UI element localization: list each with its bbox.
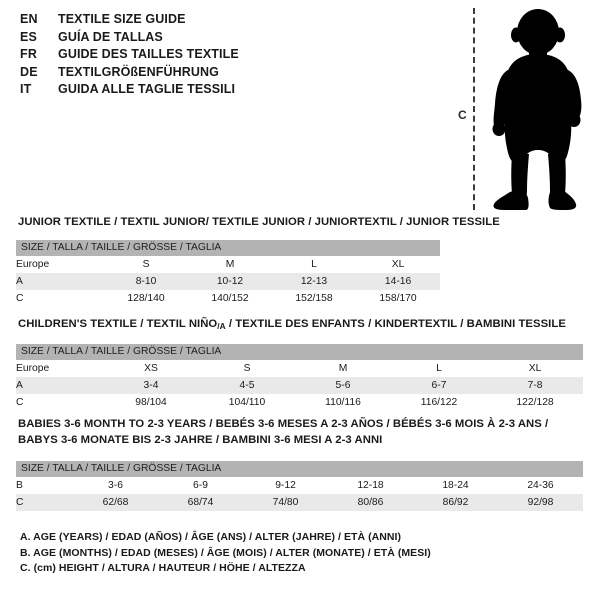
junior-cell: 10-12 — [188, 273, 272, 290]
junior-cell: 128/140 — [104, 290, 188, 307]
children-row-label: C — [16, 394, 103, 411]
language-title: GUIDA ALLE TAGLIE TESSILI — [58, 82, 236, 96]
language-row: DE TEXTILGRÖßENFÜHRUNG — [20, 65, 420, 83]
language-code: DE — [20, 64, 38, 79]
children-size-header: S — [199, 360, 295, 377]
children-region-label: Europe — [16, 360, 103, 377]
language-row: IT GUIDA ALLE TAGLIE TESSILI — [20, 82, 420, 100]
babies-cell: 74/80 — [243, 494, 328, 511]
junior-size-header: S — [104, 256, 188, 273]
children-table-header-row: Europe XS S M L XL — [16, 360, 584, 377]
junior-cell: 8-10 — [104, 273, 188, 290]
language-code: EN — [20, 12, 38, 26]
children-size-header: XL — [487, 360, 584, 377]
height-illustration: C — [440, 4, 600, 214]
children-table-bar-row: SIZE / TALLA / TAILLE / GRÖSSE / TAGLIA — [16, 344, 584, 360]
children-size-header: M — [295, 360, 391, 377]
babies-section-heading: BABIES 3-6 MONTH TO 2-3 YEARS / BEBÉS 3-… — [18, 418, 548, 446]
language-code: IT — [20, 82, 32, 96]
children-heading-prefix: CHILDREN'S TEXTILE / TEXTIL NIÑO — [18, 318, 218, 330]
junior-section-heading: JUNIOR TEXTILE / TEXTIL JUNIOR/ TEXTILE … — [18, 216, 500, 228]
junior-bar-label: SIZE / TALLA / TAILLE / GRÖSSE / TAGLIA — [16, 240, 441, 256]
junior-size-table: SIZE / TALLA / TAILLE / GRÖSSE / TAGLIA … — [16, 240, 441, 307]
legend-line-a: A. AGE (YEARS) / EDAD (AÑOS) / ÂGE (ANS)… — [20, 531, 402, 543]
children-size-header: XS — [103, 360, 199, 377]
babies-cell: 18-24 — [413, 477, 498, 494]
children-cell: 122/128 — [487, 394, 584, 411]
children-cell: 116/122 — [391, 394, 487, 411]
babies-cell: 68/74 — [158, 494, 243, 511]
language-title: GUÍA DE TALLAS — [58, 29, 163, 44]
junior-size-header: XL — [356, 256, 441, 273]
babies-cell: 12-18 — [328, 477, 413, 494]
babies-cell: 62/68 — [73, 494, 158, 511]
babies-heading-line-1: BABIES 3-6 MONTH TO 2-3 YEARS / BEBÉS 3-… — [18, 418, 549, 430]
babies-cell: 3-6 — [73, 477, 158, 494]
junior-row-label: A — [16, 273, 104, 290]
children-heading-suffix: / TEXTILE DES ENFANTS / KINDERTEXTIL / B… — [225, 318, 566, 330]
language-title: TEXTILE SIZE GUIDE — [58, 12, 186, 26]
babies-cell: 80/86 — [328, 494, 413, 511]
legend-line-b: B. AGE (MONTHS) / EDAD (MESES) / ÂGE (MO… — [20, 546, 431, 559]
children-cell: 5-6 — [295, 377, 391, 394]
babies-cell: 86/92 — [413, 494, 498, 511]
babies-cell: 24-36 — [498, 477, 583, 494]
babies-cell: 9-12 — [243, 477, 328, 494]
table-row: C 128/140 140/152 152/158 158/170 — [16, 290, 441, 307]
babies-table-bar-row: SIZE / TALLA / TAILLE / GRÖSSE / TAGLIA — [16, 461, 583, 477]
babies-cell: 6-9 — [158, 477, 243, 494]
junior-size-header: L — [272, 256, 356, 273]
children-cell: 104/110 — [199, 394, 295, 411]
language-row: FR GUIDE DES TAILLES TEXTILE — [20, 47, 420, 65]
table-row: B 3-6 6-9 9-12 12-18 18-24 24-36 — [16, 477, 583, 494]
language-code: FR — [20, 47, 38, 61]
children-section-heading: CHILDREN'S TEXTILE / TEXTIL NIÑO/A / TEX… — [18, 318, 566, 331]
language-row: EN TEXTILE SIZE GUIDE — [20, 12, 420, 30]
babies-row-label: B — [16, 477, 73, 494]
table-row: A 3-4 4-5 5-6 6-7 7-8 — [16, 377, 584, 394]
babies-heading-line-2: BABYS 3-6 MONATE BIS 2-3 JAHRE / BAMBINI… — [18, 433, 383, 446]
junior-region-label: Europe — [16, 256, 104, 273]
junior-cell: 12-13 — [272, 273, 356, 290]
babies-bar-label: SIZE / TALLA / TAILLE / GRÖSSE / TAGLIA — [16, 461, 583, 477]
babies-cell: 92/98 — [498, 494, 583, 511]
measurement-legend: A. AGE (YEARS) / EDAD (AÑOS) / ÂGE (ANS)… — [20, 530, 431, 577]
table-row: A 8-10 10-12 12-13 14-16 — [16, 273, 441, 290]
junior-cell: 152/158 — [272, 290, 356, 307]
junior-cell: 14-16 — [356, 273, 441, 290]
junior-table-bar-row: SIZE / TALLA / TAILLE / GRÖSSE / TAGLIA — [16, 240, 441, 256]
children-cell: 7-8 — [487, 377, 584, 394]
children-cell: 110/116 — [295, 394, 391, 411]
legend-line-c: C. (cm) HEIGHT / ALTURA / HAUTEUR / HÖHE… — [20, 562, 306, 574]
children-cell: 98/104 — [103, 394, 199, 411]
language-row: ES GUÍA DE TALLAS — [20, 30, 420, 48]
toddler-silhouette-icon — [492, 9, 582, 210]
language-title: GUIDE DES TAILLES TEXTILE — [58, 47, 239, 61]
junior-size-header: M — [188, 256, 272, 273]
children-cell: 6-7 — [391, 377, 487, 394]
table-row: C 62/68 68/74 74/80 80/86 86/92 92/98 — [16, 494, 583, 511]
babies-row-label: C — [16, 494, 73, 511]
language-title: TEXTILGRÖßENFÜHRUNG — [58, 64, 219, 79]
children-size-table: SIZE / TALLA / TAILLE / GRÖSSE / TAGLIA … — [16, 344, 584, 411]
children-size-header: L — [391, 360, 487, 377]
children-cell: 3-4 — [103, 377, 199, 394]
children-cell: 4-5 — [199, 377, 295, 394]
height-dashed-line — [473, 8, 475, 210]
language-code: ES — [20, 29, 38, 44]
height-marker-label: C — [458, 108, 467, 122]
children-bar-label: SIZE / TALLA / TAILLE / GRÖSSE / TAGLIA — [16, 344, 584, 360]
children-heading-subscript: /A — [217, 321, 226, 331]
babies-size-table: SIZE / TALLA / TAILLE / GRÖSSE / TAGLIA … — [16, 461, 583, 511]
junior-cell: 140/152 — [188, 290, 272, 307]
junior-table-header-row: Europe S M L XL — [16, 256, 441, 273]
junior-cell: 158/170 — [356, 290, 441, 307]
children-row-label: A — [16, 377, 103, 394]
junior-row-label: C — [16, 290, 104, 307]
table-row: C 98/104 104/110 110/116 116/122 122/128 — [16, 394, 584, 411]
language-title-list: EN TEXTILE SIZE GUIDE ES GUÍA DE TALLAS … — [20, 12, 420, 100]
